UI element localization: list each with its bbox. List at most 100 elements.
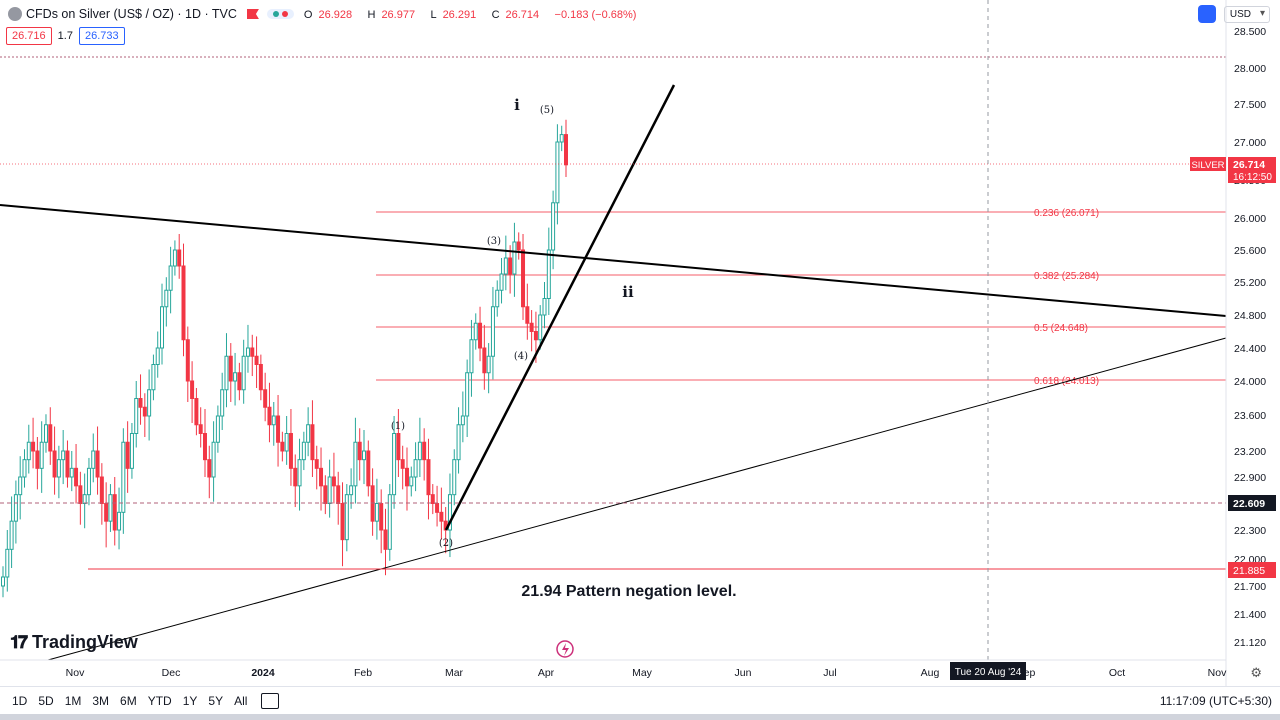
price-tick-label: 26.000 bbox=[1234, 213, 1266, 225]
candle-body bbox=[91, 450, 96, 469]
candle-body bbox=[383, 529, 388, 550]
ohlc-values: O 26.928 H 26.977 L 26.291 C 26.714 −0.183 (… bbox=[303, 9, 637, 21]
candle-body bbox=[254, 355, 259, 365]
price-tick-label: 22.300 bbox=[1234, 525, 1266, 537]
price-chart[interactable]: 0.236 (26.071) 0.382 (25.284) 0.5 (24.648)… bbox=[0, 0, 1280, 686]
ask-price[interactable]: 26.733 bbox=[78, 27, 125, 45]
status-dot-alt bbox=[281, 11, 288, 17]
gear-icon[interactable]: ⚙ bbox=[1250, 665, 1262, 680]
tradingview-logo-icon: 𝟏𝟕 bbox=[10, 632, 28, 652]
wave-labels: iii(1)(2)(3)(4)(5)21.94 Pattern negation… bbox=[391, 96, 737, 658]
status-pill[interactable] bbox=[266, 9, 294, 19]
candle-body bbox=[435, 503, 440, 513]
negation-price-label: 21.885 bbox=[1233, 565, 1265, 577]
range-all[interactable]: All bbox=[234, 694, 248, 708]
currency-select[interactable]: USD bbox=[1223, 5, 1270, 23]
candle-body bbox=[215, 415, 220, 443]
candle-body bbox=[147, 389, 152, 417]
candle-body bbox=[439, 511, 444, 522]
clock-display[interactable]: 11:17:09 (UTC+5:30) bbox=[1159, 694, 1272, 708]
candle-body bbox=[362, 450, 367, 461]
range-1d[interactable]: 1D bbox=[12, 694, 28, 708]
candle-body bbox=[202, 433, 207, 461]
time-tick-label: Nov bbox=[66, 667, 85, 679]
candle-body bbox=[426, 459, 431, 496]
candle-body bbox=[331, 476, 336, 487]
candle-body bbox=[151, 364, 156, 391]
bid-price[interactable]: 26.716 bbox=[6, 27, 52, 45]
candle-body bbox=[245, 347, 250, 357]
symbol-title[interactable]: CFDs on Silver (US$ / OZ) · 1D · TVC bbox=[26, 7, 237, 21]
time-axis[interactable]: NovDec2024FebMarAprMayJunJulAugSepOctNov… bbox=[0, 659, 1227, 680]
candle-body bbox=[121, 441, 126, 513]
candle-body bbox=[465, 372, 470, 417]
price-tick-label: 22.900 bbox=[1234, 472, 1266, 484]
candle-body bbox=[99, 476, 104, 504]
range-3m[interactable]: 3M bbox=[92, 694, 110, 708]
candle-body bbox=[5, 548, 10, 578]
price-axis[interactable]: 28.50028.00027.50027.00026.50026.00025.6… bbox=[1190, 0, 1276, 686]
range-5d[interactable]: 5D bbox=[38, 694, 54, 708]
fib-label: 0.5 (24.648) bbox=[1034, 323, 1088, 334]
dashed-price-label: 22.609 bbox=[1233, 498, 1265, 510]
negation-price-box bbox=[1228, 562, 1276, 578]
candle-body bbox=[319, 467, 324, 487]
candle-body bbox=[447, 494, 452, 531]
candle-body bbox=[211, 441, 216, 478]
wave-label: (4) bbox=[514, 351, 528, 362]
screenshot-icon[interactable] bbox=[1197, 5, 1216, 23]
candle-body bbox=[112, 494, 117, 531]
price-tick-label: 27.500 bbox=[1234, 99, 1266, 111]
candle-body bbox=[233, 372, 238, 382]
candle-body bbox=[499, 273, 504, 291]
series-tag-label: SILVER bbox=[1191, 160, 1224, 171]
candle-body bbox=[473, 322, 478, 341]
bid-ask: 26.716 1.7 26.733 bbox=[6, 27, 125, 45]
candle-body bbox=[190, 380, 195, 399]
candle-body bbox=[310, 424, 315, 461]
ascending-support-line bbox=[47, 337, 1227, 661]
candle-body bbox=[61, 450, 66, 461]
price-tick-label: 23.600 bbox=[1234, 410, 1266, 422]
candle-body bbox=[48, 424, 53, 452]
candle-body bbox=[13, 494, 18, 522]
time-tick-label: Apr bbox=[538, 667, 555, 679]
candle-body bbox=[9, 520, 14, 550]
candle-body bbox=[456, 424, 461, 461]
price-tick-label: 27.000 bbox=[1234, 137, 1266, 149]
flag-icon[interactable] bbox=[246, 9, 259, 19]
candle-body bbox=[117, 511, 122, 531]
candle-body bbox=[353, 441, 358, 487]
crosshair-date-box bbox=[950, 662, 1026, 680]
price-tick-label: 21.700 bbox=[1234, 581, 1266, 593]
silver-symbol-icon[interactable] bbox=[8, 7, 22, 21]
time-tick-label: Nov bbox=[1208, 667, 1227, 679]
candle-body bbox=[546, 249, 551, 299]
time-tick-label: 2024 bbox=[251, 667, 275, 679]
candle-body bbox=[516, 241, 521, 251]
candle-body bbox=[374, 503, 379, 522]
candle-body bbox=[86, 467, 91, 496]
candle-body bbox=[22, 459, 27, 478]
candle-body bbox=[495, 289, 500, 308]
bottom-strip bbox=[0, 714, 1280, 720]
range-ytd[interactable]: YTD bbox=[147, 694, 172, 708]
impulse-trendline bbox=[444, 84, 676, 531]
candle-body bbox=[258, 364, 263, 391]
candle-body bbox=[366, 450, 371, 487]
candle-body bbox=[276, 415, 281, 443]
status-dot bbox=[272, 11, 279, 17]
candle-body bbox=[69, 467, 74, 478]
candle-body bbox=[344, 494, 349, 541]
calendar-icon[interactable] bbox=[261, 693, 280, 709]
candle-body bbox=[508, 257, 513, 275]
price-tick-label: 28.000 bbox=[1234, 63, 1266, 75]
candle-body bbox=[284, 433, 289, 452]
range-6m[interactable]: 6M bbox=[120, 694, 137, 708]
candle-body bbox=[168, 265, 173, 291]
range-5y[interactable]: 5Y bbox=[208, 694, 224, 708]
range-1m[interactable]: 1M bbox=[64, 694, 82, 708]
candle-body bbox=[56, 459, 61, 478]
range-1y[interactable]: 1Y bbox=[182, 694, 198, 708]
candle-body bbox=[26, 441, 31, 461]
